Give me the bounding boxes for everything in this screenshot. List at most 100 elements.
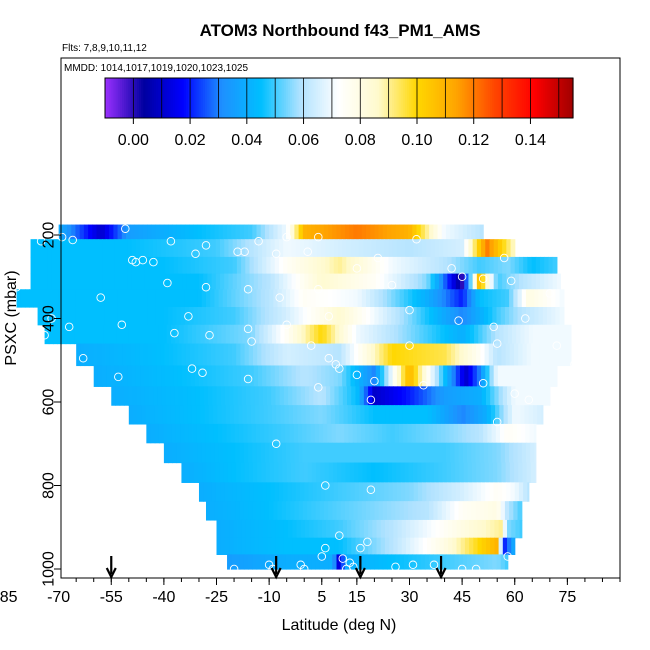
heat-cell (211, 482, 217, 502)
heat-cell (269, 224, 274, 240)
heat-cell (253, 462, 258, 483)
heat-cell (415, 405, 420, 425)
heat-cell (389, 324, 395, 345)
heat-cell (307, 307, 312, 326)
colorbar-cell (166, 78, 170, 118)
heat-cell (458, 307, 464, 326)
heat-cell (366, 343, 372, 367)
heat-cell (218, 501, 224, 521)
heat-cell (475, 307, 481, 326)
heat-cell (492, 501, 498, 521)
heat-cell (228, 482, 234, 502)
heat-cell (140, 239, 145, 258)
heat-cell (347, 405, 353, 425)
heat-cell (504, 307, 510, 326)
sample-point (324, 353, 334, 363)
heat-cell (467, 224, 472, 240)
heat-cell (429, 462, 435, 483)
heat-cell (258, 519, 264, 539)
colorbar-cell (456, 78, 459, 118)
heat-cell (262, 256, 267, 275)
heat-cell (224, 273, 230, 290)
heat-cell (92, 307, 98, 326)
heat-cell (156, 365, 162, 387)
heat-cell (267, 537, 272, 555)
heat-cell (281, 442, 287, 464)
heat-cell (184, 224, 190, 240)
heat-cell (417, 273, 423, 290)
heat-cell (243, 442, 249, 464)
heat-cell (127, 273, 133, 290)
heat-cell (422, 482, 427, 502)
heat-cell (514, 462, 519, 483)
heat-cell (229, 537, 234, 555)
heat-cell (295, 462, 300, 483)
heat-cell (232, 365, 238, 387)
colorbar-cell (281, 78, 285, 118)
heat-cell (30, 239, 36, 258)
heat-cell (329, 365, 335, 387)
heat-cell (235, 224, 241, 240)
heat-cell (185, 462, 191, 483)
sample-point (391, 562, 400, 572)
heat-cell (221, 405, 227, 425)
heat-cell (205, 224, 211, 240)
heat-cell (464, 365, 470, 387)
heat-cell (417, 482, 423, 502)
sample-point (243, 285, 253, 294)
heat-cell (329, 273, 335, 290)
x-tick-label: -85 (0, 589, 18, 606)
heat-cell (382, 423, 387, 444)
colorbar-cell (168, 78, 172, 118)
heat-cell (168, 224, 173, 240)
heat-cell (458, 501, 464, 521)
heat-cell (111, 386, 117, 406)
heat-cell (391, 307, 397, 326)
colorbar-cell (285, 78, 289, 118)
heat-cell (509, 289, 514, 308)
heat-cell (345, 343, 351, 367)
colorbar-cell (385, 78, 389, 118)
colorbar-cell (202, 78, 206, 118)
heat-cell (41, 289, 47, 308)
heat-cell (237, 537, 243, 555)
heat-cell (437, 224, 443, 240)
colorbar-cell (336, 78, 340, 118)
colorbar-cell (185, 78, 189, 118)
heat-cell (154, 324, 159, 345)
heat-cell (443, 482, 448, 502)
heat-cell (281, 307, 287, 326)
heat-cell (280, 324, 286, 345)
heat-cell (441, 307, 447, 326)
heat-cell (211, 273, 217, 290)
heat-cell (548, 365, 554, 387)
heat-cell (417, 462, 423, 483)
heat-cell (399, 501, 405, 521)
colorbar-cell (294, 78, 298, 118)
heat-cell (347, 386, 352, 406)
heat-cell (442, 462, 448, 483)
heat-cell (328, 501, 333, 521)
heat-cell (384, 537, 390, 555)
heat-cell (130, 289, 136, 308)
heat-cell (248, 307, 253, 326)
heat-cell (461, 405, 467, 425)
heat-cell (441, 501, 447, 521)
sample-point (349, 562, 358, 572)
heat-cell (313, 537, 319, 555)
heat-cell (262, 482, 267, 502)
sample-point (324, 312, 334, 321)
heat-cell (152, 273, 158, 290)
heat-cell (410, 537, 415, 555)
heat-cell (424, 554, 430, 570)
heat-cell (488, 343, 494, 367)
y-tick-label: 1000 (41, 551, 58, 587)
heat-cell (242, 405, 248, 425)
heat-cell (497, 256, 503, 275)
heat-cell (389, 537, 394, 555)
heat-cell (244, 343, 250, 367)
heat-row (93, 365, 558, 387)
heat-cell (349, 442, 354, 464)
heat-cell (234, 405, 239, 425)
heat-cell (369, 423, 375, 444)
